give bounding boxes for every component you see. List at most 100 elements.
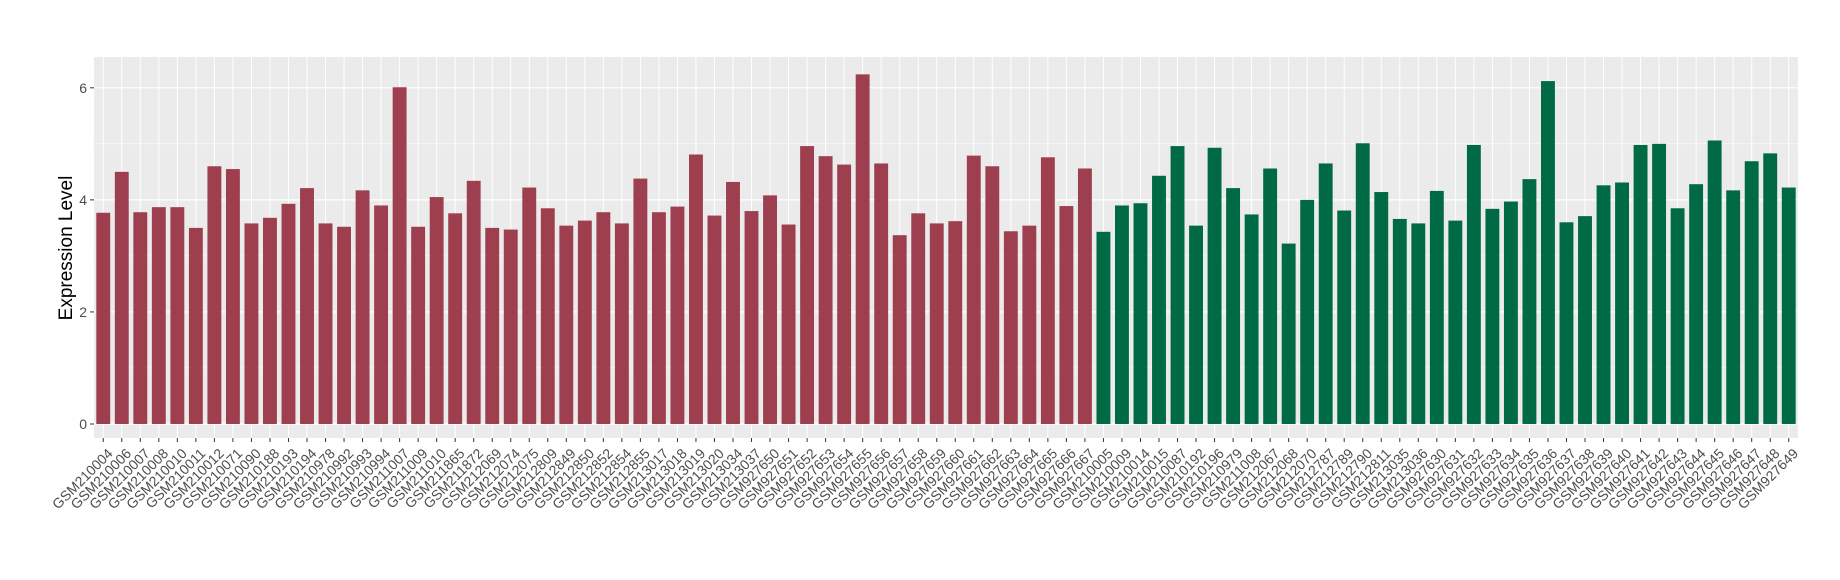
bar bbox=[1170, 146, 1185, 424]
bar bbox=[244, 223, 259, 424]
y-tick-label: 4 bbox=[79, 192, 87, 208]
bar bbox=[263, 217, 277, 424]
bar bbox=[1596, 185, 1611, 424]
bar bbox=[1355, 143, 1370, 424]
bar bbox=[1189, 225, 1203, 424]
bar bbox=[892, 235, 907, 424]
bar bbox=[281, 203, 296, 424]
bar bbox=[1300, 199, 1315, 424]
y-tick-label: 6 bbox=[79, 80, 87, 96]
bar bbox=[837, 164, 852, 424]
bar bbox=[781, 224, 796, 424]
bar bbox=[392, 87, 407, 424]
bar bbox=[1337, 210, 1352, 424]
bar bbox=[485, 227, 500, 424]
bar bbox=[1115, 205, 1129, 424]
bar bbox=[1485, 208, 1500, 424]
bar bbox=[1670, 208, 1685, 424]
bar bbox=[1781, 187, 1796, 424]
bar bbox=[1392, 218, 1407, 424]
bar bbox=[1615, 182, 1629, 424]
bar bbox=[966, 155, 981, 424]
bar bbox=[1003, 231, 1018, 424]
bar bbox=[411, 226, 426, 424]
bar bbox=[855, 74, 870, 424]
bar bbox=[1374, 192, 1389, 424]
bar bbox=[763, 195, 777, 424]
bar bbox=[225, 169, 240, 424]
bar bbox=[726, 181, 740, 424]
y-axis: 0 2 4 6 bbox=[79, 80, 94, 432]
bar bbox=[540, 208, 555, 424]
bar bbox=[318, 223, 333, 424]
bar bbox=[1633, 144, 1648, 424]
bar bbox=[188, 227, 203, 424]
bar bbox=[1411, 223, 1426, 424]
bar bbox=[1207, 147, 1222, 424]
bar bbox=[1578, 216, 1592, 424]
x-axis: GSM210004GSM210006GSM210007GSM210008GSM2… bbox=[49, 438, 1801, 512]
bar bbox=[985, 166, 1000, 424]
bar bbox=[1022, 225, 1037, 424]
bar bbox=[818, 156, 833, 424]
bar bbox=[151, 207, 166, 424]
bar bbox=[1559, 222, 1574, 424]
bar bbox=[577, 220, 592, 424]
bar bbox=[1652, 143, 1667, 424]
bar bbox=[1096, 231, 1111, 424]
bar bbox=[448, 213, 463, 424]
bar bbox=[114, 171, 129, 424]
bar bbox=[1448, 220, 1463, 424]
y-axis-title: Expression Level bbox=[56, 176, 77, 321]
bar bbox=[744, 211, 759, 424]
bar bbox=[1707, 140, 1722, 424]
bars bbox=[96, 74, 1796, 424]
bar bbox=[911, 213, 926, 424]
bar bbox=[707, 215, 722, 424]
bar bbox=[651, 212, 666, 424]
bar bbox=[874, 163, 889, 424]
bar bbox=[1244, 214, 1259, 424]
bar bbox=[1077, 168, 1092, 424]
bar bbox=[355, 190, 370, 424]
bar bbox=[1059, 206, 1074, 424]
bar bbox=[670, 206, 685, 424]
bar bbox=[337, 226, 351, 424]
bar bbox=[1522, 179, 1537, 424]
bar bbox=[1541, 81, 1555, 424]
bar bbox=[466, 180, 481, 424]
bar bbox=[633, 178, 648, 424]
bar bbox=[800, 146, 815, 424]
bar bbox=[1152, 175, 1166, 424]
bar bbox=[689, 154, 703, 424]
bar bbox=[133, 212, 148, 424]
bar bbox=[503, 229, 518, 424]
bar bbox=[614, 223, 629, 424]
bar bbox=[1133, 203, 1148, 424]
bar bbox=[96, 212, 111, 424]
bar bbox=[929, 223, 944, 424]
bar bbox=[1726, 190, 1741, 424]
bar bbox=[1429, 190, 1444, 424]
bar bbox=[207, 166, 222, 424]
bar bbox=[948, 221, 963, 424]
bar bbox=[1763, 153, 1778, 424]
bar bbox=[522, 187, 537, 424]
bar bbox=[596, 212, 611, 424]
bar bbox=[1744, 161, 1759, 424]
bar bbox=[1503, 201, 1518, 424]
bar bbox=[1281, 243, 1296, 424]
bar bbox=[1226, 188, 1241, 424]
y-tick-label: 2 bbox=[79, 304, 87, 320]
bar bbox=[429, 197, 444, 424]
bar bbox=[374, 205, 389, 424]
bar bbox=[559, 225, 574, 424]
y-tick-label: 0 bbox=[79, 416, 87, 432]
bar bbox=[170, 207, 185, 424]
bar bbox=[1689, 184, 1704, 424]
bar bbox=[1318, 163, 1333, 424]
bar bbox=[1466, 144, 1481, 424]
bar bbox=[300, 188, 314, 424]
bar bbox=[1263, 168, 1278, 424]
